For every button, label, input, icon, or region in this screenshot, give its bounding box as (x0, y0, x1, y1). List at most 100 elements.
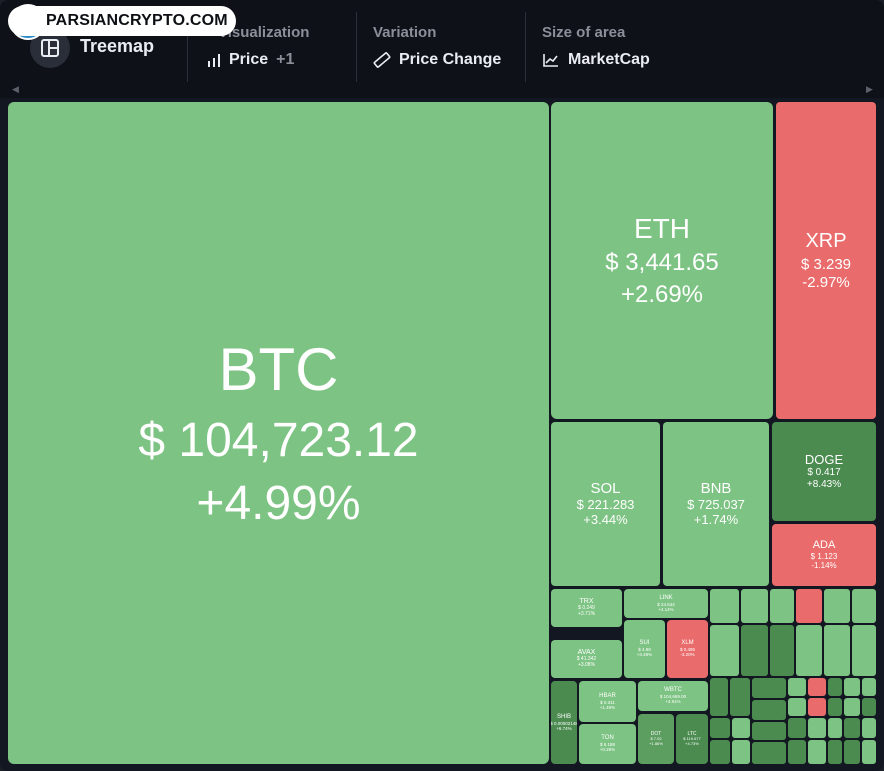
treemap-tile-small[interactable] (808, 740, 826, 764)
treemap-tile-small[interactable] (796, 589, 822, 623)
treemap-tile-small[interactable] (828, 698, 842, 716)
size-select[interactable]: MarketCap (542, 51, 650, 69)
treemap-tile-small[interactable] (752, 742, 786, 764)
tile-price: $ 4.88 (638, 647, 651, 653)
treemap-tile-small[interactable] (732, 740, 750, 764)
treemap-tile-small[interactable] (788, 698, 806, 716)
treemap-tile-btc[interactable]: BTC $ 104,723.12 +4.99% (8, 102, 549, 764)
treemap-tile-small[interactable] (752, 700, 786, 720)
treemap-tile-xrp[interactable]: XRP $ 3.239 -2.97% (776, 102, 876, 419)
tile-symbol: XRP (805, 230, 847, 253)
divider (356, 12, 357, 82)
treemap-tile-wbtc[interactable]: WBTC $ 104,669.00 +4.91% (638, 681, 708, 711)
tile-symbol: BNB (700, 480, 732, 498)
tile-symbol: SOL (590, 480, 621, 498)
treemap-tile-small[interactable] (730, 678, 750, 716)
brand-watermark: PARSIANCRYPTO.COM (8, 6, 236, 36)
tile-symbol: XLM (681, 640, 694, 647)
visualization-select[interactable]: Price +1 (207, 51, 294, 69)
tile-price: $ 5.188 (599, 742, 615, 748)
treemap-tile-small[interactable] (824, 625, 850, 676)
treemap-tile-small[interactable] (828, 718, 842, 738)
treemap-tile-xlm[interactable]: XLM $ 0.485 -3.20% (667, 620, 708, 678)
tile-change: +2.69% (620, 280, 704, 308)
treemap-tile-small[interactable] (852, 625, 876, 676)
treemap-tile-trx[interactable]: TRX $ 0.249 +3.71% (551, 589, 622, 627)
treemap-tile-small[interactable] (844, 698, 860, 716)
tile-price: $ 0.417 (807, 467, 841, 479)
treemap-tile-small[interactable] (852, 589, 876, 623)
treemap-tile-small[interactable] (862, 718, 876, 738)
treemap-tile-sui[interactable]: SUI $ 4.88 +3.48% (624, 620, 665, 678)
tile-change: +3.71% (577, 611, 596, 618)
line-chart-icon (543, 54, 558, 67)
tile-price: $ 0.249 (578, 605, 595, 612)
treemap-tile-bnb[interactable]: BNB $ 725.037 +1.74% (663, 422, 769, 586)
tile-price: $ 7.02 (650, 736, 662, 742)
treemap-tile-avax[interactable]: AVAX $ 41.342 +3.08% (551, 640, 622, 678)
tile-price: $ 0.311 (600, 699, 615, 705)
treemap-tile-eth[interactable]: ETH $ 3,441.65 +2.69% (551, 102, 773, 419)
tile-change: +3.44% (583, 511, 628, 527)
tile-symbol: ETH (634, 212, 690, 244)
divider (187, 12, 188, 82)
tile-change: +4.73% (685, 740, 699, 746)
treemap-tile-small[interactable] (844, 678, 860, 696)
tile-price: $ 221.283 (576, 496, 635, 512)
treemap-tile-small[interactable] (710, 678, 728, 716)
tile-price: $ 3,441.65 (605, 249, 719, 276)
treemap-tile-small[interactable] (844, 740, 860, 764)
treemap-tile-small[interactable] (710, 740, 730, 764)
variation-select[interactable]: Price Change (373, 51, 501, 69)
tile-change: -1.14% (811, 561, 837, 571)
treemap-tile-small[interactable] (770, 625, 794, 676)
tile-change: +3.48% (636, 652, 653, 658)
treemap-tile-small[interactable] (788, 678, 806, 696)
treemap-tile-small[interactable] (808, 698, 826, 716)
treemap-tile-small[interactable] (844, 718, 860, 738)
tile-symbol: SHIB (556, 713, 571, 720)
tile-price: $ 1.123 (810, 552, 838, 562)
treemap-tile-small[interactable] (732, 718, 750, 738)
treemap-tile-small[interactable] (710, 625, 739, 676)
treemap-tile-small[interactable] (808, 718, 826, 738)
size-label: Size of area (542, 24, 626, 41)
tile-change: +6.74% (556, 725, 572, 731)
treemap-tile-small[interactable] (824, 589, 850, 623)
treemap-tile-small[interactable] (828, 740, 842, 764)
treemap-tile-hbar[interactable]: HBAR $ 0.311 +1.49% (579, 681, 636, 722)
scroll-left-icon[interactable]: ◀ (12, 84, 19, 94)
treemap-tile-small[interactable] (770, 589, 794, 623)
treemap-tile-small[interactable] (752, 722, 786, 740)
treemap-tile-ltc[interactable]: LTC $ 119.677 +4.73% (676, 714, 708, 764)
tile-price: $ 104,669.00 (659, 694, 687, 700)
variation-label: Variation (373, 24, 437, 41)
bar-chart-icon (208, 54, 220, 67)
treemap-tile-small[interactable] (788, 740, 806, 764)
scroll-right-icon[interactable]: ▶ (866, 84, 873, 94)
treemap-tile-doge[interactable]: DOGE $ 0.417 +8.43% (772, 422, 876, 521)
tile-change: +1.74% (693, 511, 739, 527)
treemap-tile-small[interactable] (808, 678, 826, 696)
treemap-tile-shib[interactable]: SHIB $ 0.00002148 +6.74% (551, 681, 577, 764)
treemap-tile-link[interactable]: LINK $ 24.544 +4.14% (624, 589, 708, 618)
toolbar: Treemap Visualization Price +1 Variation… (0, 0, 884, 98)
treemap-tile-small[interactable] (862, 740, 876, 764)
treemap-tile-small[interactable] (796, 625, 822, 676)
tile-price: $ 3.239 (800, 256, 852, 274)
treemap-tile-sol[interactable]: SOL $ 221.283 +3.44% (551, 422, 660, 586)
treemap-tile-small[interactable] (741, 589, 768, 623)
tile-change: +3.08% (577, 662, 596, 669)
treemap-tile-small[interactable] (828, 678, 842, 696)
treemap-tile-ton[interactable]: TON $ 5.188 +0.28% (579, 724, 636, 764)
treemap-tile-small[interactable] (862, 698, 876, 716)
treemap-tile-dot[interactable]: DOT $ 7.02 +1.86% (638, 714, 674, 764)
tile-price: $ 0.00002148 (551, 720, 577, 726)
treemap-tile-small[interactable] (710, 589, 739, 623)
treemap-tile-small[interactable] (788, 718, 806, 738)
treemap-tile-small[interactable] (862, 678, 876, 696)
treemap-tile-small[interactable] (741, 625, 768, 676)
treemap-tile-ada[interactable]: ADA $ 1.123 -1.14% (772, 524, 876, 586)
treemap-tile-small[interactable] (752, 678, 786, 698)
treemap-tile-small[interactable] (710, 718, 730, 738)
